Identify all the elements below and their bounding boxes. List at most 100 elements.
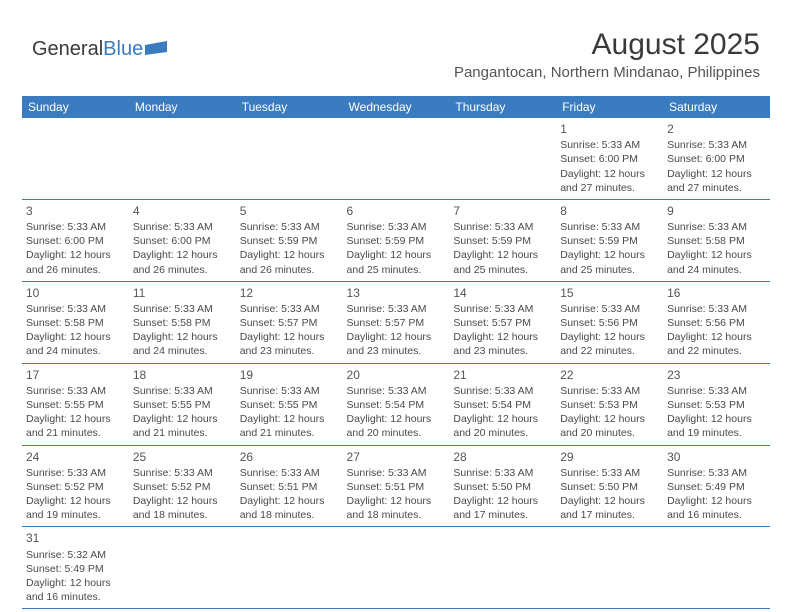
day-number: 22 — [560, 367, 659, 383]
day-number: 24 — [26, 449, 125, 465]
sunrise-line: Sunrise: 5:33 AM — [133, 302, 232, 316]
calendar-cell: 28Sunrise: 5:33 AMSunset: 5:50 PMDayligh… — [449, 445, 556, 527]
logo: GeneralBlue — [32, 38, 171, 61]
weekday-header: Monday — [129, 96, 236, 118]
calendar-row: 17Sunrise: 5:33 AMSunset: 5:55 PMDayligh… — [22, 363, 770, 445]
daylight-line: Daylight: 12 hours and 25 minutes. — [560, 248, 659, 276]
sunrise-line: Sunrise: 5:33 AM — [667, 302, 766, 316]
daylight-line: Daylight: 12 hours and 20 minutes. — [560, 412, 659, 440]
day-number: 30 — [667, 449, 766, 465]
calendar-cell-empty — [22, 118, 129, 199]
daylight-line: Daylight: 12 hours and 24 minutes. — [26, 330, 125, 358]
calendar-cell-empty — [449, 118, 556, 199]
calendar-cell: 24Sunrise: 5:33 AMSunset: 5:52 PMDayligh… — [22, 445, 129, 527]
sunset-line: Sunset: 5:55 PM — [133, 398, 232, 412]
calendar-row: 1Sunrise: 5:33 AMSunset: 6:00 PMDaylight… — [22, 118, 770, 199]
day-number: 11 — [133, 285, 232, 301]
calendar-cell: 19Sunrise: 5:33 AMSunset: 5:55 PMDayligh… — [236, 363, 343, 445]
daylight-line: Daylight: 12 hours and 27 minutes. — [560, 167, 659, 195]
day-number: 9 — [667, 203, 766, 219]
day-number: 4 — [133, 203, 232, 219]
sunrise-line: Sunrise: 5:33 AM — [347, 220, 446, 234]
daylight-line: Daylight: 12 hours and 23 minutes. — [453, 330, 552, 358]
sunset-line: Sunset: 5:49 PM — [667, 480, 766, 494]
calendar-cell: 26Sunrise: 5:33 AMSunset: 5:51 PMDayligh… — [236, 445, 343, 527]
sunrise-line: Sunrise: 5:33 AM — [133, 384, 232, 398]
day-number: 15 — [560, 285, 659, 301]
calendar-body: 1Sunrise: 5:33 AMSunset: 6:00 PMDaylight… — [22, 118, 770, 609]
calendar-cell: 13Sunrise: 5:33 AMSunset: 5:57 PMDayligh… — [343, 281, 450, 363]
sunrise-line: Sunrise: 5:33 AM — [240, 384, 339, 398]
day-number: 31 — [26, 530, 125, 546]
day-number: 19 — [240, 367, 339, 383]
daylight-line: Daylight: 12 hours and 26 minutes. — [26, 248, 125, 276]
calendar-cell: 21Sunrise: 5:33 AMSunset: 5:54 PMDayligh… — [449, 363, 556, 445]
calendar-cell: 17Sunrise: 5:33 AMSunset: 5:55 PMDayligh… — [22, 363, 129, 445]
calendar-cell: 1Sunrise: 5:33 AMSunset: 6:00 PMDaylight… — [556, 118, 663, 199]
day-number: 23 — [667, 367, 766, 383]
day-number: 20 — [347, 367, 446, 383]
daylight-line: Daylight: 12 hours and 17 minutes. — [560, 494, 659, 522]
sunset-line: Sunset: 5:52 PM — [26, 480, 125, 494]
sunset-line: Sunset: 5:57 PM — [453, 316, 552, 330]
daylight-line: Daylight: 12 hours and 16 minutes. — [667, 494, 766, 522]
day-number: 12 — [240, 285, 339, 301]
calendar-cell: 11Sunrise: 5:33 AMSunset: 5:58 PMDayligh… — [129, 281, 236, 363]
daylight-line: Daylight: 12 hours and 26 minutes. — [240, 248, 339, 276]
day-number: 2 — [667, 121, 766, 137]
daylight-line: Daylight: 12 hours and 19 minutes. — [26, 494, 125, 522]
day-number: 3 — [26, 203, 125, 219]
day-number: 25 — [133, 449, 232, 465]
day-number: 27 — [347, 449, 446, 465]
page-title: August 2025 — [454, 28, 760, 62]
sunset-line: Sunset: 5:59 PM — [453, 234, 552, 248]
weekday-header: Tuesday — [236, 96, 343, 118]
page-subtitle: Pangantocan, Northern Mindanao, Philippi… — [454, 64, 760, 81]
sunset-line: Sunset: 5:57 PM — [240, 316, 339, 330]
daylight-line: Daylight: 12 hours and 24 minutes. — [133, 330, 232, 358]
day-number: 7 — [453, 203, 552, 219]
sunset-line: Sunset: 5:59 PM — [347, 234, 446, 248]
calendar-table: SundayMondayTuesdayWednesdayThursdayFrid… — [22, 96, 770, 609]
daylight-line: Daylight: 12 hours and 21 minutes. — [240, 412, 339, 440]
calendar-cell-empty — [343, 527, 450, 609]
calendar-cell-empty — [663, 527, 770, 609]
sunrise-line: Sunrise: 5:33 AM — [453, 466, 552, 480]
day-number: 16 — [667, 285, 766, 301]
daylight-line: Daylight: 12 hours and 17 minutes. — [453, 494, 552, 522]
sunrise-line: Sunrise: 5:33 AM — [347, 302, 446, 316]
daylight-line: Daylight: 12 hours and 23 minutes. — [240, 330, 339, 358]
daylight-line: Daylight: 12 hours and 23 minutes. — [347, 330, 446, 358]
sunrise-line: Sunrise: 5:33 AM — [560, 466, 659, 480]
calendar-cell: 8Sunrise: 5:33 AMSunset: 5:59 PMDaylight… — [556, 199, 663, 281]
calendar-cell: 9Sunrise: 5:33 AMSunset: 5:58 PMDaylight… — [663, 199, 770, 281]
day-number: 1 — [560, 121, 659, 137]
sunrise-line: Sunrise: 5:33 AM — [133, 466, 232, 480]
sunrise-line: Sunrise: 5:33 AM — [26, 302, 125, 316]
calendar-row: 31Sunrise: 5:32 AMSunset: 5:49 PMDayligh… — [22, 527, 770, 609]
day-number: 21 — [453, 367, 552, 383]
sunset-line: Sunset: 5:58 PM — [26, 316, 125, 330]
calendar-cell-empty — [449, 527, 556, 609]
weekday-header: Thursday — [449, 96, 556, 118]
calendar-cell: 12Sunrise: 5:33 AMSunset: 5:57 PMDayligh… — [236, 281, 343, 363]
sunrise-line: Sunrise: 5:33 AM — [26, 384, 125, 398]
logo-text-2: Blue — [103, 38, 143, 61]
sunset-line: Sunset: 5:51 PM — [347, 480, 446, 494]
sunrise-line: Sunrise: 5:33 AM — [667, 138, 766, 152]
calendar-cell: 20Sunrise: 5:33 AMSunset: 5:54 PMDayligh… — [343, 363, 450, 445]
sunrise-line: Sunrise: 5:33 AM — [240, 466, 339, 480]
calendar-cell-empty — [236, 118, 343, 199]
daylight-line: Daylight: 12 hours and 22 minutes. — [560, 330, 659, 358]
sunset-line: Sunset: 5:53 PM — [560, 398, 659, 412]
calendar-cell: 5Sunrise: 5:33 AMSunset: 5:59 PMDaylight… — [236, 199, 343, 281]
calendar-cell: 27Sunrise: 5:33 AMSunset: 5:51 PMDayligh… — [343, 445, 450, 527]
weekday-header-row: SundayMondayTuesdayWednesdayThursdayFrid… — [22, 96, 770, 118]
calendar-cell: 25Sunrise: 5:33 AMSunset: 5:52 PMDayligh… — [129, 445, 236, 527]
calendar-cell-empty — [236, 527, 343, 609]
sunset-line: Sunset: 5:55 PM — [26, 398, 125, 412]
sunrise-line: Sunrise: 5:33 AM — [240, 220, 339, 234]
sunrise-line: Sunrise: 5:33 AM — [560, 384, 659, 398]
sunset-line: Sunset: 6:00 PM — [560, 152, 659, 166]
sunset-line: Sunset: 6:00 PM — [667, 152, 766, 166]
